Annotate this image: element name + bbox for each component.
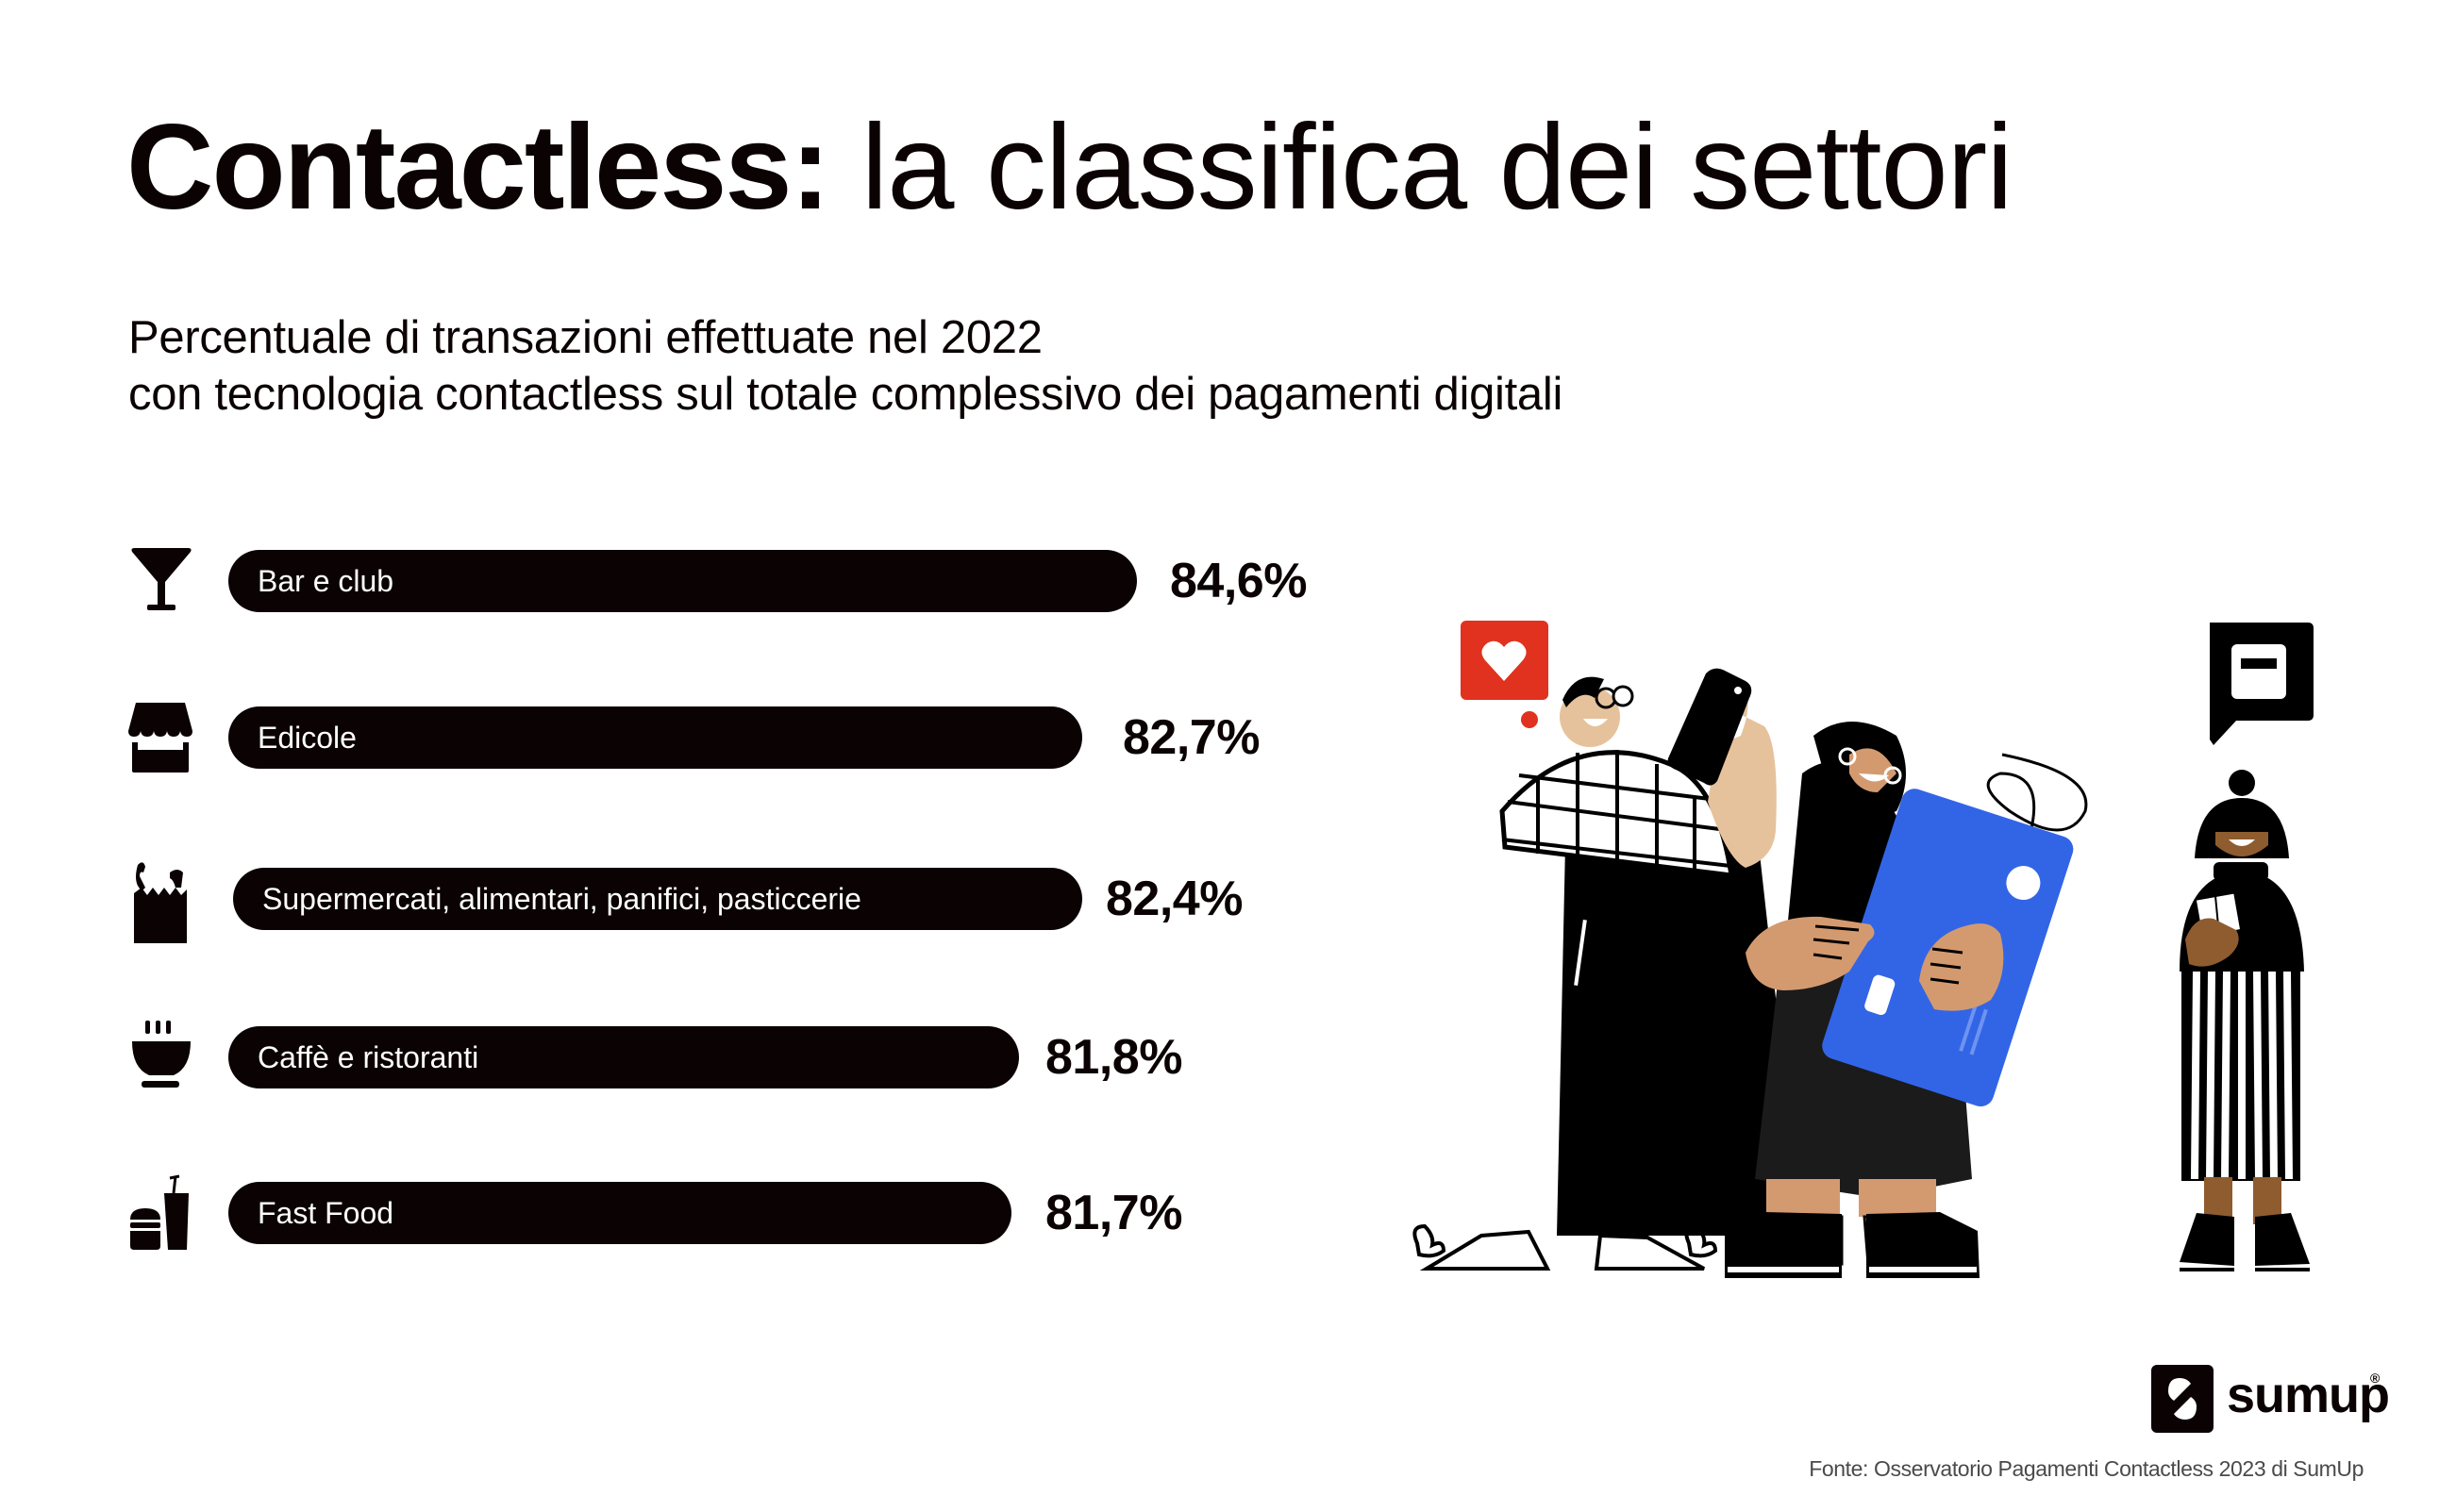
burger-drink-icon bbox=[130, 1174, 189, 1250]
chart-row: Caffè e ristoranti 81,8% bbox=[0, 1021, 1415, 1088]
source-footnote: Fonte: Osservatorio Pagamenti Contactles… bbox=[1809, 1456, 2364, 1481]
chat-bubble-icon bbox=[2210, 623, 2314, 745]
bar: Supermercati, alimentari, panifici, past… bbox=[233, 868, 1082, 930]
bar: Caffè e ristoranti bbox=[228, 1026, 1019, 1088]
grocery-bag-icon bbox=[134, 862, 187, 943]
sumup-logo-mark-icon bbox=[2151, 1365, 2214, 1433]
title-rest: la classifica dei settori bbox=[828, 100, 2013, 235]
bar-label: Supermercati, alimentari, panifici, past… bbox=[262, 882, 861, 916]
soup-bowl-icon bbox=[132, 1021, 191, 1088]
bar-label: Edicole bbox=[258, 721, 357, 755]
bar: Bar e club bbox=[228, 550, 1137, 612]
subtitle-line-2: con tecnologia contactless sul totale co… bbox=[128, 369, 1563, 420]
figure-man-phone bbox=[1412, 668, 1802, 1271]
subtitle: Percentuale di transazioni effettuate ne… bbox=[128, 309, 1562, 423]
bar-label: Caffè e ristoranti bbox=[258, 1040, 479, 1074]
bar-label: Bar e club bbox=[258, 564, 394, 598]
sumup-logo-text: sumup bbox=[2227, 1367, 2390, 1423]
bar-value: 82,4% bbox=[1106, 872, 1243, 926]
bar-value: 81,7% bbox=[1045, 1186, 1182, 1240]
chart-row: Edicole 82,7% bbox=[0, 703, 1415, 773]
heart-bubble-icon bbox=[1461, 621, 1548, 728]
bar: Edicole bbox=[228, 706, 1082, 769]
people-illustration bbox=[1412, 621, 2314, 1278]
page-title: Contactless: la classifica dei settori bbox=[126, 102, 2013, 234]
bar-value: 82,7% bbox=[1123, 710, 1260, 765]
chart-row: Bar e club 84,6% bbox=[0, 548, 1415, 612]
figure-woman-card bbox=[1725, 722, 2074, 1278]
kiosk-awning-icon bbox=[128, 703, 192, 773]
chart-row: Supermercati, alimentari, panifici, past… bbox=[0, 862, 1415, 943]
cocktail-glass-icon bbox=[131, 548, 192, 610]
bar-value: 81,8% bbox=[1045, 1030, 1182, 1085]
bar: Fast Food bbox=[228, 1182, 1011, 1244]
subtitle-line-1: Percentuale di transazioni effettuate ne… bbox=[128, 312, 1043, 363]
chart-row: Fast Food 81,7% bbox=[0, 1174, 1415, 1250]
bar-value: 84,6% bbox=[1170, 554, 1307, 608]
title-bold: Contactless: bbox=[126, 100, 830, 235]
figure-woman-gift bbox=[2180, 770, 2310, 1271]
curly-arrow-icon bbox=[1986, 753, 2088, 840]
bar-label: Fast Food bbox=[258, 1196, 394, 1230]
registered-mark: ® bbox=[2370, 1371, 2381, 1386]
